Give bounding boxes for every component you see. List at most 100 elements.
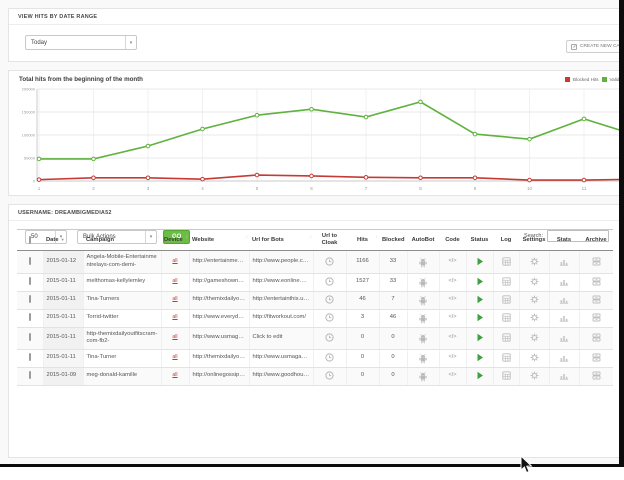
status-play-icon[interactable] xyxy=(476,257,484,266)
device-link[interactable]: all xyxy=(172,354,178,361)
code-icon[interactable]: </> xyxy=(448,278,457,285)
status-play-icon[interactable] xyxy=(476,333,484,342)
autobot-android-icon[interactable] xyxy=(418,371,428,382)
column-header-device[interactable]: Device ↕ xyxy=(161,228,189,252)
archive-icon[interactable] xyxy=(592,295,601,304)
stats-chart-icon[interactable] xyxy=(559,257,569,266)
url-for-bots-cell[interactable]: http://www.eonline.com/n... xyxy=(248,273,313,292)
column-header-url-for-bots[interactable]: Url for Bots ↕ xyxy=(249,228,313,252)
settings-gear-icon[interactable] xyxy=(530,257,539,266)
row-checkbox[interactable] xyxy=(28,371,31,380)
website-cell[interactable]: http://www.everydayfitnes... xyxy=(188,309,249,328)
status-play-icon[interactable] xyxy=(476,371,484,380)
row-checkbox[interactable] xyxy=(28,313,31,322)
row-checkbox[interactable] xyxy=(28,295,31,304)
date-range-select[interactable]: Today ▾ xyxy=(25,35,137,50)
website-cell[interactable]: http://entertainmentrelays... xyxy=(188,250,249,274)
settings-gear-icon[interactable] xyxy=(530,295,539,304)
status-play-icon[interactable] xyxy=(476,295,484,304)
settings-gear-icon[interactable] xyxy=(530,313,539,322)
device-link[interactable]: all xyxy=(172,314,178,321)
website-cell[interactable]: http://www.usmagazine.c... xyxy=(188,327,249,350)
log-icon[interactable] xyxy=(501,313,511,322)
autobot-android-icon[interactable] xyxy=(418,277,428,288)
select-all-checkbox[interactable] xyxy=(29,235,31,244)
code-icon[interactable]: </> xyxy=(448,334,457,341)
archive-icon[interactable] xyxy=(592,371,601,380)
url-for-bots-cell[interactable]: http://entertainthis.usatod... xyxy=(248,291,313,310)
row-checkbox[interactable] xyxy=(28,277,31,286)
url-for-bots-cell[interactable]: http://www.people.com/ar... xyxy=(248,250,313,274)
device-link[interactable]: all xyxy=(172,258,178,265)
stats-chart-icon[interactable] xyxy=(559,313,569,322)
status-play-icon[interactable] xyxy=(476,353,484,362)
website-cell[interactable]: http://themixdailyoutfitser... xyxy=(188,349,249,368)
column-header-date[interactable]: Date ▼ xyxy=(43,228,83,252)
cloak-clock-icon[interactable] xyxy=(325,353,334,362)
stats-chart-icon[interactable] xyxy=(559,333,569,342)
url-for-bots-cell[interactable]: Click to edit xyxy=(248,327,313,350)
cloak-clock-icon[interactable] xyxy=(325,277,334,286)
url-for-bots-cell[interactable]: http://www.goodhousekee... xyxy=(248,367,313,386)
code-icon[interactable]: </> xyxy=(448,258,457,265)
row-checkbox[interactable] xyxy=(28,333,31,342)
column-header-blocked[interactable]: Blocked ↕ xyxy=(379,228,407,252)
autobot-android-icon[interactable] xyxy=(418,313,428,324)
column-header-campaign[interactable]: Campaign ↕ xyxy=(83,228,161,252)
status-play-icon[interactable] xyxy=(476,277,484,286)
archive-icon[interactable] xyxy=(592,313,601,322)
device-link[interactable]: all xyxy=(172,372,178,379)
log-icon[interactable] xyxy=(501,333,511,342)
archive-icon[interactable] xyxy=(592,353,601,362)
cloak-clock-icon[interactable] xyxy=(325,371,334,380)
code-icon[interactable]: </> xyxy=(448,296,457,303)
log-icon[interactable] xyxy=(501,353,511,362)
stats-chart-icon[interactable] xyxy=(559,371,569,380)
website-cell[interactable]: http://themixdailyoutfitser... xyxy=(188,291,249,310)
hits-cell: 46 xyxy=(345,291,379,310)
new-campaign-icon xyxy=(571,43,577,50)
url-for-bots-cell[interactable]: http://www.usmagazine.c... xyxy=(248,349,313,368)
row-checkbox[interactable] xyxy=(28,257,31,266)
url-for-bots-cell[interactable]: http://fitworkout.com/ xyxy=(248,309,313,328)
archive-icon[interactable] xyxy=(592,333,601,342)
cloak-clock-icon[interactable] xyxy=(325,313,334,322)
device-link[interactable]: all xyxy=(172,278,178,285)
website-cell[interactable]: http://gameshownews.net xyxy=(188,273,249,292)
archive-icon[interactable] xyxy=(592,277,601,286)
stats-chart-icon[interactable] xyxy=(559,277,569,286)
device-link[interactable]: all xyxy=(172,334,178,341)
log-icon[interactable] xyxy=(501,277,511,286)
log-icon[interactable] xyxy=(501,371,511,380)
stats-chart-icon[interactable] xyxy=(559,353,569,362)
cloak-clock-icon[interactable] xyxy=(325,333,334,342)
autobot-android-icon[interactable] xyxy=(418,257,428,268)
log-icon[interactable] xyxy=(501,295,511,304)
autobot-android-icon[interactable] xyxy=(418,333,428,344)
cloak-clock-icon[interactable] xyxy=(325,257,334,266)
row-checkbox[interactable] xyxy=(28,353,31,362)
settings-gear-icon[interactable] xyxy=(530,371,539,380)
svg-text:100000: 100000 xyxy=(22,133,36,138)
autobot-android-icon[interactable] xyxy=(418,295,428,306)
create-new-campaign-button[interactable]: CREATE NEW CAMPAIGN xyxy=(566,40,624,53)
column-header-url-to-cloak[interactable]: Url to Cloak xyxy=(313,228,346,252)
table-header-row: Date ▼ Campaign ↕ Device ↕ Website ↕ Url for… xyxy=(17,228,613,252)
column-header-website[interactable]: Website ↕ xyxy=(189,228,249,252)
website-cell[interactable]: http://onlinegossipchann... xyxy=(188,367,249,386)
status-play-icon[interactable] xyxy=(476,313,484,322)
settings-gear-icon[interactable] xyxy=(530,353,539,362)
settings-gear-icon[interactable] xyxy=(530,333,539,342)
svg-text:11: 11 xyxy=(582,186,587,191)
code-icon[interactable]: </> xyxy=(448,354,457,361)
log-icon[interactable] xyxy=(501,257,511,266)
column-header-hits[interactable]: Hits ↕ xyxy=(346,228,379,252)
settings-gear-icon[interactable] xyxy=(530,277,539,286)
device-link[interactable]: all xyxy=(172,296,178,303)
autobot-android-icon[interactable] xyxy=(418,353,428,364)
archive-icon[interactable] xyxy=(592,257,601,266)
cloak-clock-icon[interactable] xyxy=(325,295,334,304)
code-icon[interactable]: </> xyxy=(448,314,457,321)
stats-chart-icon[interactable] xyxy=(559,295,569,304)
code-icon[interactable]: </> xyxy=(448,372,457,379)
